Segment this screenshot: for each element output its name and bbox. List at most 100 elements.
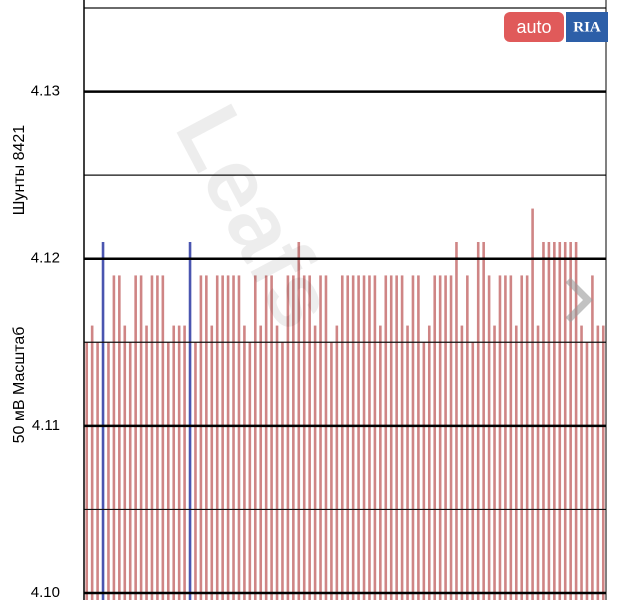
bar	[417, 275, 420, 600]
y-tick-label: 4.10	[31, 584, 60, 600]
bar	[96, 342, 99, 600]
y-tick-label: 4.13	[31, 83, 60, 100]
bar	[433, 275, 437, 600]
bar	[438, 275, 442, 600]
bar	[444, 275, 447, 600]
bar	[221, 275, 224, 600]
logo-text: auto	[516, 17, 551, 37]
bar	[183, 325, 186, 600]
bar	[553, 242, 556, 600]
bar	[156, 275, 159, 600]
bar	[558, 242, 562, 600]
bar	[395, 275, 398, 600]
bar	[498, 275, 502, 600]
logo[interactable]: auto RIA	[504, 12, 608, 42]
bar	[264, 275, 268, 600]
bar	[547, 242, 551, 600]
bar	[232, 275, 235, 600]
bar	[139, 275, 143, 600]
bar	[384, 275, 388, 600]
bar	[302, 275, 306, 600]
logo-text: RIA	[573, 19, 601, 35]
bar	[427, 325, 431, 600]
bar	[514, 325, 518, 600]
bar	[591, 275, 594, 600]
bar	[270, 275, 273, 600]
bar	[107, 342, 110, 600]
bar	[335, 325, 339, 600]
bar	[292, 275, 295, 600]
bar	[580, 325, 583, 600]
bar	[215, 275, 219, 600]
bar	[487, 275, 491, 600]
bar	[460, 325, 464, 600]
bar	[525, 275, 529, 600]
bar	[199, 275, 203, 600]
bar	[118, 275, 121, 600]
bar	[601, 325, 605, 600]
bar	[253, 275, 257, 600]
logo-right	[566, 12, 608, 42]
bar	[161, 275, 165, 600]
bar	[585, 342, 589, 600]
bar	[123, 325, 127, 600]
bar	[346, 275, 350, 600]
bar	[324, 275, 328, 600]
bar	[188, 242, 192, 600]
bar	[373, 275, 377, 600]
bar	[351, 275, 355, 600]
bar	[85, 342, 89, 600]
bar	[90, 325, 94, 600]
bar	[542, 242, 545, 600]
bar	[471, 342, 475, 600]
bar	[406, 325, 409, 600]
bar	[379, 325, 382, 600]
bar	[449, 275, 453, 600]
bar	[493, 325, 496, 600]
bar	[145, 325, 148, 600]
bar	[101, 242, 105, 600]
bar	[520, 275, 524, 600]
bar	[243, 325, 246, 600]
bar	[134, 275, 137, 600]
bar	[569, 242, 572, 600]
bar	[340, 275, 344, 600]
y-label: 50 мВ Масштаб	[11, 327, 28, 444]
bar	[422, 342, 426, 600]
bar	[504, 275, 507, 600]
bar	[368, 275, 371, 600]
bar	[150, 275, 154, 600]
bar	[330, 342, 333, 600]
bar	[297, 242, 301, 600]
logo-left	[504, 12, 564, 42]
bar	[400, 275, 404, 600]
plot: 4.10 4.11 4.12 4.13	[31, 0, 607, 600]
bar	[455, 242, 458, 600]
bar	[574, 242, 578, 600]
bar	[357, 275, 360, 600]
bar	[112, 275, 116, 600]
bar	[362, 275, 366, 600]
bar	[259, 325, 263, 600]
bar	[531, 208, 534, 600]
bar	[563, 242, 567, 600]
bar	[596, 325, 600, 600]
bar	[248, 342, 252, 600]
next-chevron[interactable]	[565, 277, 593, 323]
bar	[205, 275, 208, 600]
bar	[286, 275, 290, 600]
bar	[275, 325, 279, 600]
bar	[226, 275, 230, 600]
bar	[482, 242, 485, 600]
bar	[166, 342, 170, 600]
bar	[509, 275, 513, 600]
bar	[319, 275, 322, 600]
bar	[308, 275, 311, 600]
bar	[172, 325, 176, 600]
bar	[389, 275, 393, 600]
bar	[177, 325, 181, 600]
bar	[237, 275, 241, 600]
bar	[128, 342, 132, 600]
y-label: Шунты 8421	[11, 125, 28, 215]
